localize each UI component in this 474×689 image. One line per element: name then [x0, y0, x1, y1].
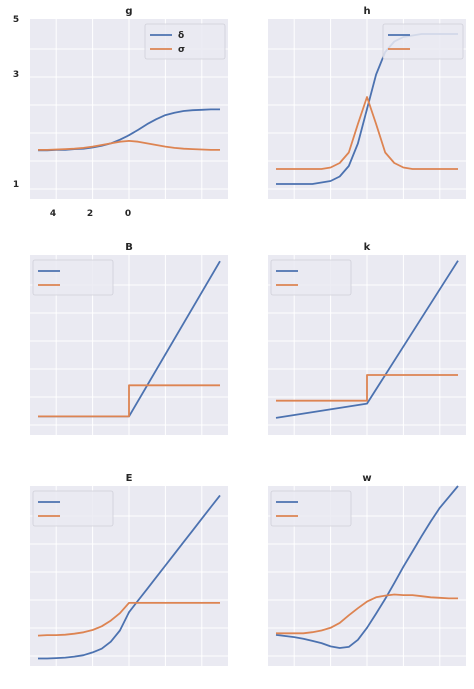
legend	[32, 259, 114, 296]
y-tick-label: 1	[13, 180, 19, 190]
subplot-4: k	[268, 242, 466, 435]
series-line-2	[37, 602, 220, 637]
legend-box	[32, 490, 114, 527]
series-line-1	[275, 485, 459, 649]
series-line-1	[275, 260, 459, 419]
legend-box	[32, 259, 114, 296]
legend-box	[382, 23, 464, 60]
series-line-2	[276, 374, 458, 402]
x-tick-label: 4	[50, 209, 56, 219]
subplot-title: k	[364, 242, 371, 253]
legend	[270, 259, 352, 296]
subplot-1: g 5 3 1 4 2 0 δσ	[13, 6, 228, 219]
subplot-2: h	[268, 6, 466, 199]
legend-label-2: σ	[178, 45, 185, 55]
y-tick-label: 5	[13, 15, 19, 25]
subplot-3: B	[30, 242, 228, 435]
y-tick-label: 3	[13, 70, 19, 80]
legend-box	[144, 23, 226, 60]
series-line-2	[38, 139, 220, 151]
series-line-2	[38, 384, 220, 418]
subplot-6: w	[268, 473, 466, 666]
subplot-title: w	[362, 473, 371, 484]
legend: δσ	[144, 23, 226, 60]
series-line-2	[276, 593, 458, 635]
x-tick-label: 0	[125, 209, 131, 219]
legend	[32, 490, 114, 527]
legend	[382, 23, 464, 60]
subplot-title: E	[126, 473, 133, 484]
legend-box	[270, 259, 352, 296]
subplot-5: E	[30, 473, 228, 666]
x-tick-label: 2	[87, 209, 93, 219]
subplot-title: B	[125, 242, 133, 253]
subplot-title: g	[125, 6, 132, 17]
series-line-2	[276, 96, 458, 170]
subplot-title: h	[363, 6, 370, 17]
legend	[270, 490, 352, 527]
legend-label-1: δ	[178, 31, 184, 41]
series-line-1	[38, 494, 221, 660]
legend-box	[270, 490, 352, 527]
